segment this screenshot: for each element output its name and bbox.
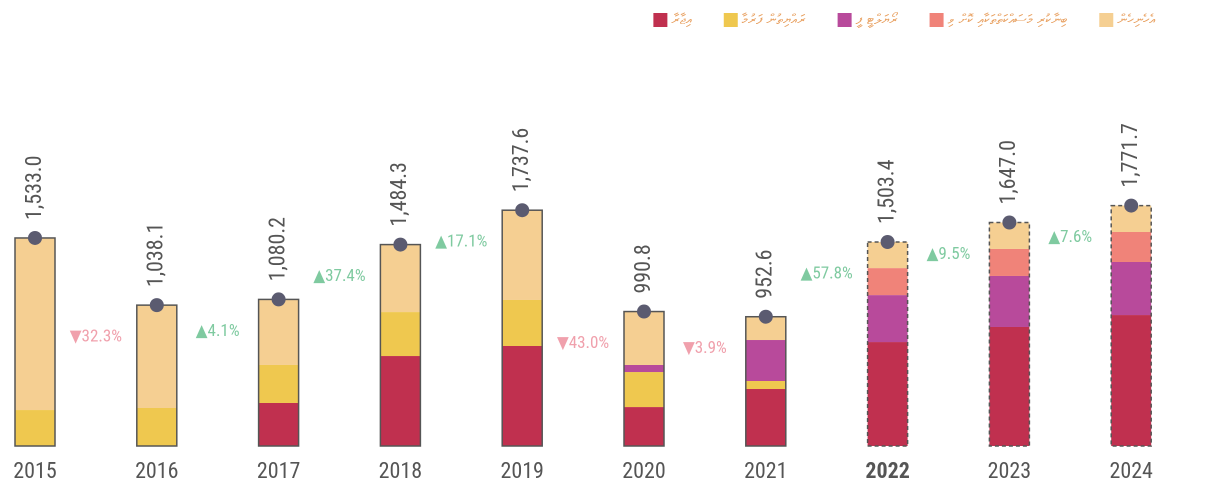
total-dot [1124,198,1139,213]
bar-segment [624,364,664,373]
x-tick-label: 2016 [135,459,178,484]
change-label: ▲9.5% [927,244,971,264]
total-label: 1,647.0 [996,140,1021,204]
bar-segment [136,305,177,409]
x-tick-label: 2022 [865,459,909,484]
bar-segment [380,312,421,357]
bar-segment [989,326,1030,446]
x-tick-label: 2017 [257,459,300,484]
change-label: ▲57.8% [801,263,853,283]
legend-swatch [653,13,668,27]
total-label: 1,484.3 [387,162,412,226]
bar-segment [15,237,55,411]
bar-segment [745,389,786,446]
change-label: ▼3.9% [683,338,727,358]
x-tick-label: 2023 [988,459,1031,484]
total-dot [515,203,530,218]
change-label: ▲4.1% [196,321,240,341]
x-tick-label: 2018 [379,459,422,484]
total-label: 1,038.1 [144,223,169,287]
x-tick-label: 2019 [500,459,543,484]
bar-segment [867,342,908,446]
bar-segment [258,402,299,446]
bar-segment [258,299,299,365]
bar-segment [745,380,786,390]
bar-segment [502,299,543,346]
bar-segment [867,295,908,343]
bar-segment [745,340,786,381]
total-label: 1,737.6 [509,128,534,192]
total-dot [28,230,42,245]
bar-segment [502,345,543,446]
bar-segment [1111,315,1152,446]
bar-outline [866,241,909,447]
bar-segment [502,210,543,300]
legend-label: އިޖާރާ [671,12,692,28]
x-tick-label: 2020 [622,459,665,484]
bar-segment [380,356,421,446]
legend-label: ބިނާކުރި މަސައްކަތްތަކާއި ކޮށް ވި [948,12,1068,28]
bar-segment [1111,261,1152,316]
total-label: 1,080.2 [265,217,290,281]
change-label: ▲37.4% [313,266,365,286]
total-dot [393,237,408,252]
bar-segment [136,408,177,446]
total-label: 1,503.4 [874,159,899,224]
legend-label: ރޯޔަލްޓީ ފީ [856,11,899,28]
legend-swatch [929,13,944,27]
bar-segment [867,268,908,296]
legend-swatch [1099,13,1114,27]
bar-segment [15,410,55,446]
bar-segment [380,244,421,313]
legend-label: ރައްޔިތުން ފަރުމާ [742,12,806,28]
total-label: 952.6 [753,249,778,298]
legend-swatch [837,13,852,27]
bar-segment [989,248,1030,276]
bar-outline [988,221,1031,447]
total-dot [880,234,895,249]
total-dot [149,298,164,313]
x-tick-label: 2021 [744,459,787,484]
x-tick-label: 2015 [13,459,56,484]
bar-segment [989,275,1030,327]
bar-segment [1111,232,1152,262]
total-dot [758,309,773,324]
total-label: 1,771.7 [1118,123,1143,187]
total-dot [637,304,651,319]
total-dot [1002,215,1017,230]
change-label: ▲7.6% [1048,227,1092,247]
x-tick-label: 2024 [1109,459,1153,484]
legend-label: އެހެނިހެން [1117,12,1156,28]
bar-segment [624,372,664,408]
total-label: 1,533.0 [22,156,47,220]
change-label: ▲17.1% [435,232,487,252]
legend-swatch [723,13,738,27]
bar-segment [258,364,299,403]
change-label: ▼43.0% [557,333,609,353]
bar-segment [624,311,664,365]
change-label: ▼32.3% [70,327,122,347]
total-label: 990.8 [631,244,656,293]
total-dot [271,292,286,307]
bar-segment [624,407,664,446]
bar-segment [745,316,786,341]
